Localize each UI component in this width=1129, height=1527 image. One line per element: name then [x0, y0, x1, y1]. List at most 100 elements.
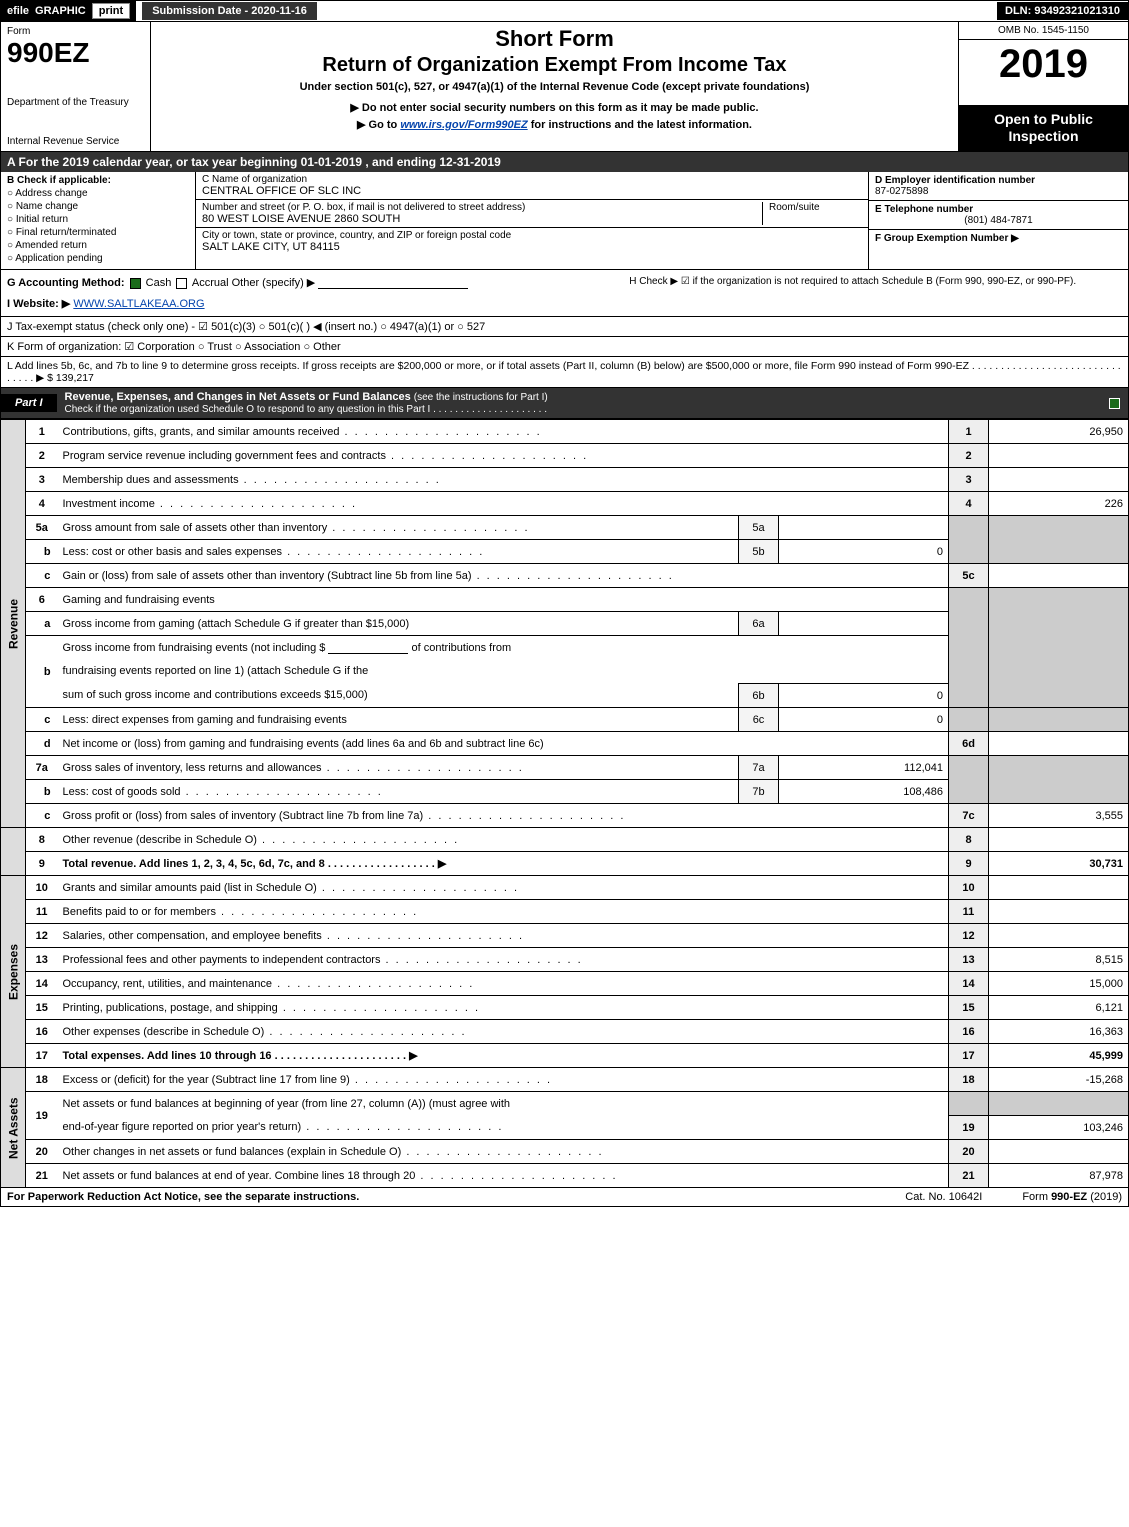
l13-colno: 13	[949, 948, 989, 972]
l17-desc-text: Total expenses. Add lines 10 through 16	[63, 1050, 272, 1062]
l21-val: 87,978	[989, 1164, 1129, 1188]
chk-application-pending[interactable]: Application pending	[7, 253, 189, 264]
city-label: City or town, state or province, country…	[202, 230, 511, 241]
l7c-desc: Gross profit or (loss) from sales of inv…	[58, 804, 949, 828]
open-to-public: Open to Public Inspection	[959, 105, 1128, 151]
section-def: D Employer identification number 87-0275…	[868, 172, 1128, 269]
l6-desc: Gaming and fundraising events	[58, 588, 949, 612]
accrual-label: Accrual	[192, 277, 229, 289]
cash-label: Cash	[146, 277, 172, 289]
l15-colno: 15	[949, 996, 989, 1020]
l7b-subval: 108,486	[779, 780, 949, 804]
line-19-2: end-of-year figure reported on prior yea…	[1, 1116, 1129, 1140]
l12-desc: Salaries, other compensation, and employ…	[58, 924, 949, 948]
l7c-no: c	[26, 804, 58, 828]
l6c-shaded-val	[989, 708, 1129, 732]
group-exemption-label: F Group Exemption Number ▶	[875, 233, 1019, 244]
part1-sub: (see the instructions for Part I)	[414, 392, 548, 403]
chk-initial-return[interactable]: Initial return	[7, 214, 189, 225]
l6b-no: b	[26, 636, 58, 708]
l15-desc: Printing, publications, postage, and shi…	[58, 996, 949, 1020]
l6d-no: d	[26, 732, 58, 756]
l5c-no: c	[26, 564, 58, 588]
l6b-desc1: Gross income from fundraising events (no…	[58, 636, 949, 660]
chk-address-change[interactable]: Address change	[7, 188, 189, 199]
l15-no: 15	[26, 996, 58, 1020]
goto-line: ▶ Go to www.irs.gov/Form990EZ for instru…	[161, 118, 948, 131]
period-bar: A For the 2019 calendar year, or tax yea…	[0, 152, 1129, 172]
website-link[interactable]: WWW.SALTLAKEAA.ORG	[73, 298, 204, 310]
org-name-value: CENTRAL OFFICE OF SLC INC	[202, 185, 361, 197]
h-text: H Check ▶ ☑ if the organization is not r…	[629, 276, 1076, 287]
expenses-side-label: Expenses	[1, 876, 26, 1068]
chk-amended-return[interactable]: Amended return	[7, 240, 189, 251]
chk-cash[interactable]	[130, 278, 141, 289]
part1-table: Revenue 1 Contributions, gifts, grants, …	[0, 419, 1129, 1188]
submission-date: Submission Date - 2020-11-16	[142, 2, 317, 20]
l6b-desc3: sum of such gross income and contributio…	[58, 684, 739, 708]
return-title: Return of Organization Exempt From Incom…	[161, 54, 948, 77]
l13-val: 8,515	[989, 948, 1129, 972]
chk-name-change[interactable]: Name change	[7, 201, 189, 212]
l7-shaded	[949, 756, 989, 804]
l14-colno: 14	[949, 972, 989, 996]
goto-prefix: ▶ Go to	[357, 119, 400, 131]
org-name-label: C Name of organization	[202, 174, 361, 185]
header-left: Form 990EZ Department of the Treasury In…	[1, 22, 151, 151]
ssn-warning: ▶ Do not enter social security numbers o…	[161, 101, 948, 114]
l8-desc: Other revenue (describe in Schedule O)	[58, 828, 949, 852]
j-text: J Tax-exempt status (check only one) - ☑…	[7, 321, 485, 333]
l3-desc: Membership dues and assessments	[58, 468, 949, 492]
l18-val: -15,268	[989, 1068, 1129, 1092]
l5c-colno: 5c	[949, 564, 989, 588]
l17-val: 45,999	[989, 1044, 1129, 1068]
line-18: Net Assets 18 Excess or (deficit) for th…	[1, 1068, 1129, 1092]
other-specify-input[interactable]	[318, 277, 468, 289]
print-button[interactable]: print	[92, 3, 130, 19]
chk-final-return[interactable]: Final return/terminated	[7, 227, 189, 238]
l6-no: 6	[26, 588, 58, 612]
l10-colno: 10	[949, 876, 989, 900]
l5-shaded	[949, 516, 989, 564]
l6-shaded-val	[989, 588, 1129, 708]
goto-suffix: for instructions and the latest informat…	[528, 119, 752, 131]
l5a-subval	[779, 516, 949, 540]
line-6d: d Net income or (loss) from gaming and f…	[1, 732, 1129, 756]
l3-colno: 3	[949, 468, 989, 492]
l9-desc: Total revenue. Add lines 1, 2, 3, 4, 5c,…	[58, 852, 949, 876]
tax-year: 2019	[959, 40, 1128, 105]
l7b-no: b	[26, 780, 58, 804]
l4-desc: Investment income	[58, 492, 949, 516]
l20-no: 20	[26, 1140, 58, 1164]
row-l: L Add lines 5b, 6c, and 7b to line 9 to …	[0, 357, 1129, 388]
l11-no: 11	[26, 900, 58, 924]
l2-val	[989, 444, 1129, 468]
l13-no: 13	[26, 948, 58, 972]
line-12: 12 Salaries, other compensation, and emp…	[1, 924, 1129, 948]
l4-val: 226	[989, 492, 1129, 516]
line-10: Expenses 10 Grants and similar amounts p…	[1, 876, 1129, 900]
l7b-desc: Less: cost of goods sold	[58, 780, 739, 804]
irs-label: Internal Revenue Service	[7, 136, 144, 147]
l15-val: 6,121	[989, 996, 1129, 1020]
l19-desc2: end-of-year figure reported on prior yea…	[58, 1116, 949, 1140]
l6b-amount-input[interactable]	[328, 642, 408, 654]
room-suite-label: Room/suite	[769, 202, 862, 213]
city-row: City or town, state or province, country…	[196, 228, 868, 255]
l6a-desc: Gross income from gaming (attach Schedul…	[58, 612, 739, 636]
l6b-mid: of contributions from	[412, 642, 512, 654]
street-label: Number and street (or P. O. box, if mail…	[202, 202, 762, 213]
chk-accrual[interactable]	[176, 278, 187, 289]
l3-val	[989, 468, 1129, 492]
page-footer: For Paperwork Reduction Act Notice, see …	[0, 1188, 1129, 1207]
l11-desc: Benefits paid to or for members	[58, 900, 949, 924]
l10-val	[989, 876, 1129, 900]
line-17: 17 Total expenses. Add lines 10 through …	[1, 1044, 1129, 1068]
l6b-desc2: fundraising events reported on line 1) (…	[58, 660, 949, 684]
footer-formno: 990-EZ	[1051, 1191, 1087, 1203]
part1-schedule-o-check[interactable]	[1107, 397, 1122, 409]
l14-no: 14	[26, 972, 58, 996]
irs-link[interactable]: www.irs.gov/Form990EZ	[400, 119, 527, 131]
header-right: OMB No. 1545-1150 2019 Open to Public In…	[958, 22, 1128, 151]
l-value: $ 139,217	[47, 372, 94, 384]
